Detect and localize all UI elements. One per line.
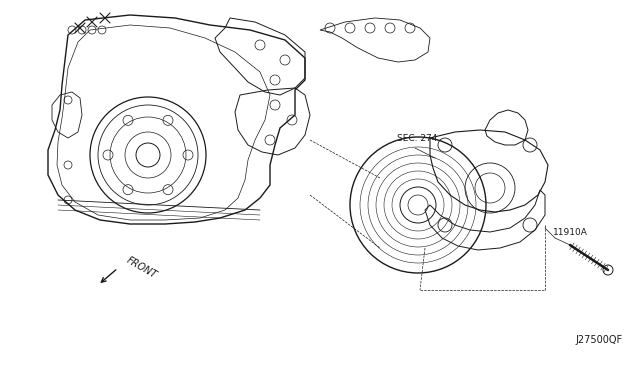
Text: FRONT: FRONT	[125, 255, 159, 280]
Text: 11910A: 11910A	[553, 228, 588, 237]
Text: SEC. 274: SEC. 274	[397, 134, 437, 142]
Text: J27500QF: J27500QF	[575, 335, 622, 345]
